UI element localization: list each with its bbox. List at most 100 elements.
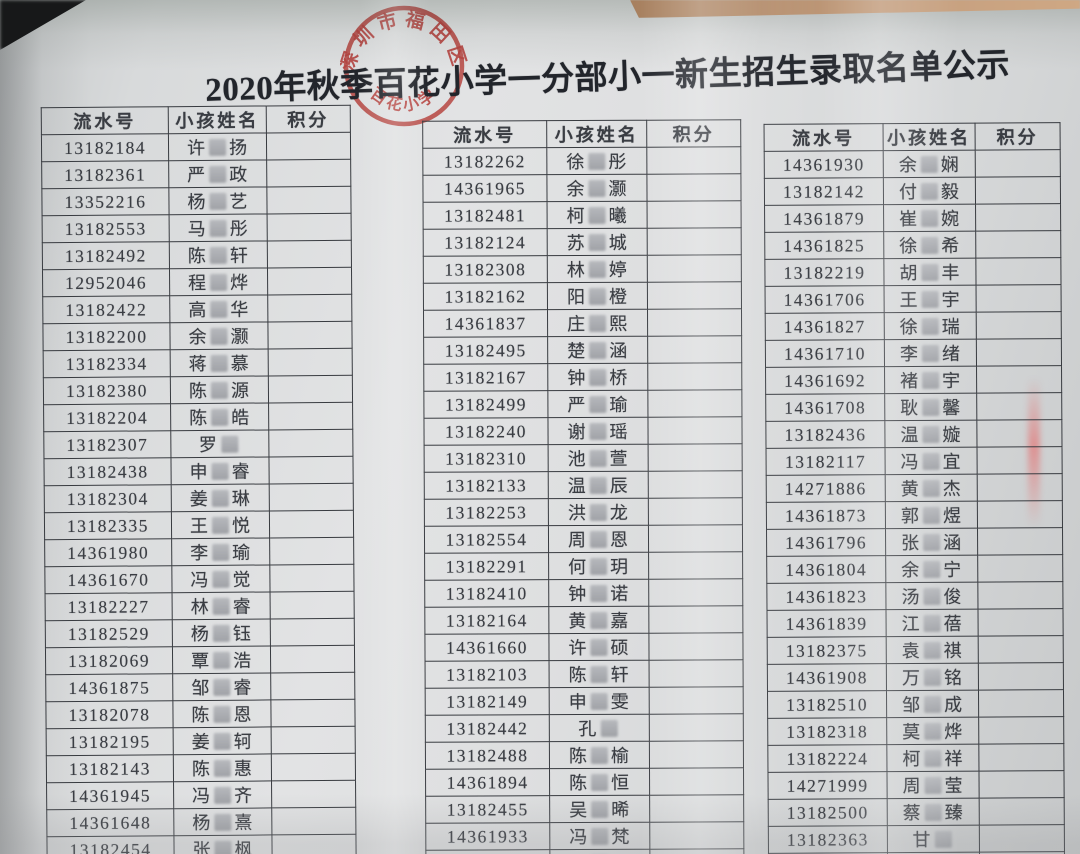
table-row: 14361837 庄熙 [423,308,742,338]
score-cell [978,770,1065,799]
name-cell: 严瑜 [547,390,648,418]
score-cell [268,456,354,484]
name-given: 烨 [230,272,250,293]
score-cell [647,281,742,310]
table-row: 13182334 蒋慕 [43,348,353,378]
redaction-blur [588,260,606,278]
name-given: 华 [230,299,250,320]
name-surname: 申 [568,691,588,713]
table-body: 14361930 余娴 13182142 付毅 14361879 崔婉 1436… [764,149,1065,854]
name-surname: 万 [901,667,921,689]
photo-top-edge [630,0,1080,18]
table-row: 14271999 周莹 [767,770,1065,800]
name-given: 恩 [609,529,630,550]
table-row: 13182375 袁祺 [767,635,1064,665]
name-given: 铭 [943,667,963,688]
name-given: 琳 [231,488,251,509]
redaction-blur [921,344,939,362]
name-given: 馨 [942,397,962,418]
name-cell: 徐希 [883,231,976,259]
name-given: 杰 [942,478,962,499]
score-cell [648,605,743,634]
redaction-blur [590,638,608,656]
name-surname: 王 [189,515,210,537]
serial-cell: 13182219 [764,258,885,287]
name-cell: 申雯 [549,687,650,715]
score-cell [271,726,356,754]
score-cell [646,146,741,175]
serial-cell: 14361710 [765,339,885,368]
score-cell [268,402,353,430]
score-cell [978,743,1064,772]
table-row: 13182308 林婷 [423,254,742,284]
serial-cell: 13182454 [46,835,175,854]
redaction-blur [922,425,940,443]
name-cell: 蔡臻 [887,798,980,826]
name-cell: 姜琳 [171,483,270,512]
serial-cell: 13182553 [42,214,170,243]
name-cell: 周莹 [886,771,980,799]
name-surname: 陈 [569,772,589,794]
name-given: 睿 [231,461,251,482]
redaction-blur [210,273,228,291]
redaction-blur [213,678,231,696]
name-given: 睿 [233,677,253,698]
name-cell: 杨熹 [173,807,272,836]
name-surname: 汤 [901,586,921,608]
name-surname: 何 [568,556,588,578]
score-cell [976,365,1062,394]
table-row: 13182200 余灏 [42,321,353,351]
name-given: 宜 [942,451,962,472]
col-header-score: 积分 [646,119,741,148]
name-cell: 李瑜 [171,537,270,566]
score-cell [976,392,1062,421]
redaction-blur [591,773,609,791]
name-surname: 苏 [566,232,586,254]
name-surname: 冯 [900,451,920,473]
serial-cell: 14361796 [766,528,886,557]
serial-cell: 14361706 [765,285,885,314]
redaction-blur [922,371,940,389]
admission-table-2: 流水号 小孩姓名 积分 13182262 徐彤 14361965 余灏 1318… [422,119,745,854]
table-row: 13182117 冯宜 [766,446,1063,476]
table-row: 13182500 蔡臻 [768,797,1065,827]
score-cell [975,257,1062,286]
score-cell [268,348,353,376]
name-given: 嘉 [610,610,630,631]
name-surname: 吴 [569,799,589,821]
table-row: 14361908 万铭 [767,662,1064,692]
admission-table-1: 流水号 小孩姓名 积分 13182184 许扬 13182361 严政 1335… [41,105,358,854]
table-row: 13182204 陈皓 [43,402,353,432]
table-row: 13182195 姜轲 [46,726,356,756]
table-row: 13182164 黄嘉 [424,605,743,635]
name-surname: 温 [900,424,920,446]
redaction-blur [212,651,231,669]
col-header-name: 小孩姓名 [546,120,647,148]
serial-cell: 13182529 [45,619,173,648]
name-cell: 黄杰 [885,474,978,502]
name-cell: 陈轩 [169,240,268,269]
score-cell [267,213,352,241]
name-given: 瑜 [232,542,252,563]
name-surname: 蒋 [188,353,208,375]
name-cell: 温嫙 [884,420,978,448]
score-cell [268,429,353,457]
table-row: 12952046 程烨 [42,267,352,297]
col-header-serial: 流水号 [41,106,169,135]
name-given: 成 [944,694,964,715]
redaction-blur [924,776,942,794]
score-cell [647,389,742,418]
table-row: 13182253 洪龙 [424,497,743,527]
table-row: 13182529 杨钰 [45,618,355,648]
name-surname: 周 [567,529,588,551]
score-cell [648,551,743,580]
name-given: 恩 [233,704,253,725]
name-given: 皓 [231,407,251,428]
serial-cell: 13182204 [43,403,171,432]
name-cell: 余宁 [885,555,978,583]
name-given: 曦 [608,205,628,226]
score-cell [266,186,352,214]
redaction-blur [214,786,232,804]
name-surname: 莫 [902,721,922,743]
table-row: 13182495 楚涵 [423,335,742,365]
